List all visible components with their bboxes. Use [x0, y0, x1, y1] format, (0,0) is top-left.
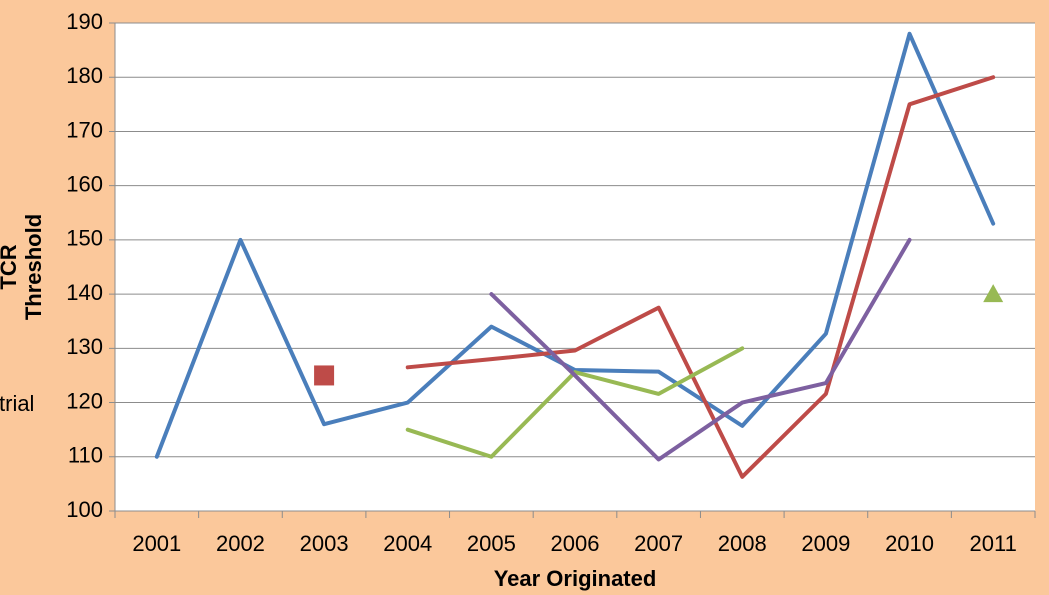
y-tick-label: 110 [68, 443, 103, 468]
y-axis-title: TCR [0, 244, 21, 289]
annotation: trial [0, 391, 34, 416]
x-tick-label: 2009 [801, 531, 850, 556]
line-series [154, 31, 996, 459]
y-tick-label: 130 [66, 334, 103, 359]
y-tick-label: 170 [66, 117, 103, 142]
x-tick-label: 2004 [383, 531, 432, 556]
x-tick-label: 2002 [216, 531, 265, 556]
line-series [489, 237, 912, 462]
y-tick-label: 190 [66, 9, 103, 34]
x-tick-label: 2008 [718, 531, 767, 556]
y-tick-label: 100 [66, 497, 103, 522]
x-axis-title: Year Originated [494, 566, 657, 591]
marker [314, 365, 335, 386]
y-axis-title: Threshold [21, 214, 46, 320]
plot-area [115, 23, 1035, 511]
x-tick-label: 2011 [970, 531, 1017, 556]
x-tick-label: 2001 [132, 531, 181, 556]
y-tick-label: 180 [66, 63, 103, 88]
x-tick-label: 2005 [467, 531, 516, 556]
x-tick-label: 2010 [885, 531, 934, 556]
x-tick-label: 2003 [300, 531, 349, 556]
x-tick-label: 2007 [634, 531, 683, 556]
y-tick-label: 140 [66, 280, 103, 305]
line-series [405, 75, 996, 479]
y-tick-label: 120 [66, 388, 103, 413]
x-tick-label: 2006 [551, 531, 600, 556]
line-series [405, 346, 745, 459]
y-tick-label: 160 [66, 171, 103, 196]
marker [983, 284, 1004, 303]
y-tick-label: 150 [66, 226, 103, 251]
